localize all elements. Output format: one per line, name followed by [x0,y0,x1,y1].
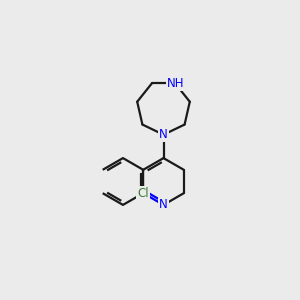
Text: Cl: Cl [137,187,149,200]
Text: N: N [159,198,168,212]
Text: N: N [159,128,168,141]
Text: NH: NH [167,77,184,90]
